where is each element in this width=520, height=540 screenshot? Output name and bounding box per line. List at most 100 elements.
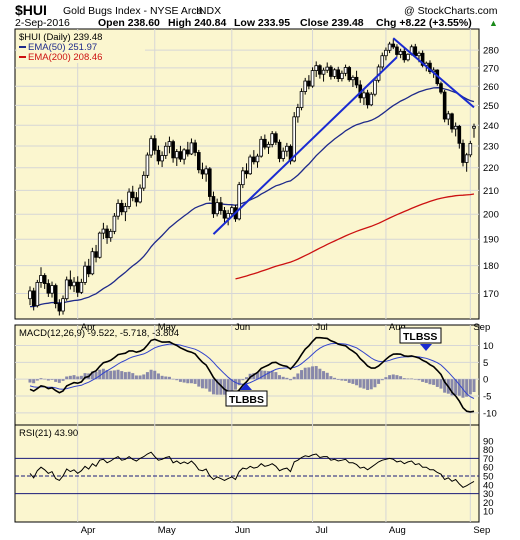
price-candle [307, 75, 311, 90]
price-candle [127, 188, 131, 210]
macd-histogram-bar [197, 379, 201, 387]
price-candle [64, 276, 69, 301]
candle-body [296, 107, 300, 118]
macd-histogram-bar [311, 366, 315, 380]
price-candle [108, 228, 113, 242]
macd-histogram-bar [226, 379, 230, 394]
price-tick-label: 200 [483, 210, 499, 221]
candle-body [193, 142, 197, 153]
macd-histogram-bar [252, 373, 256, 380]
price-candle [75, 276, 80, 297]
macd-histogram-bar [211, 379, 215, 395]
macd-histogram-bar [314, 366, 318, 380]
candle-body [167, 141, 172, 147]
macd-histogram-bar [318, 368, 322, 380]
candle-body [299, 91, 304, 108]
price-candle [453, 122, 458, 137]
candle-body [64, 279, 69, 300]
price-candle [395, 44, 399, 57]
candle-body [464, 154, 469, 163]
macd-histogram-bar [450, 379, 454, 396]
candle-body [226, 213, 230, 219]
candle-body [72, 281, 76, 287]
tlbss-text: TLBSS [403, 331, 437, 343]
price-candle [296, 103, 300, 123]
macd-histogram-bar [259, 370, 263, 380]
rsi-tick-label: 30 [483, 489, 494, 500]
rsi-tick-label: 70 [483, 454, 494, 465]
macd-histogram-bar [35, 379, 39, 381]
candle-body [362, 92, 366, 99]
macd-histogram-bar [43, 378, 47, 380]
candle-body [185, 149, 190, 155]
price-candle [156, 145, 161, 165]
macd-histogram-bar [399, 376, 403, 380]
macd-signal-line [29, 343, 475, 399]
price-tick-label: 170 [483, 289, 499, 300]
candle-body [413, 46, 418, 57]
candle-body [196, 152, 201, 171]
candle-body [402, 50, 407, 61]
macd-histogram-bar [105, 370, 109, 380]
candle-body [417, 52, 421, 57]
macd-histogram-bar [200, 379, 204, 389]
price-candle [35, 279, 40, 308]
price-candle [292, 112, 296, 163]
price-candle [281, 147, 285, 162]
rsi-tick-label: 10 [483, 507, 494, 518]
macd-layer [28, 336, 476, 413]
candle-body [332, 69, 337, 77]
price-candle [299, 88, 304, 111]
candle-body [307, 80, 311, 87]
price-candle [391, 39, 396, 50]
candle-body [130, 191, 135, 199]
price-candle [61, 295, 65, 315]
price-tick-label: 260 [483, 82, 499, 93]
price-candle [219, 196, 223, 215]
candle-body [134, 197, 139, 203]
candle-body [380, 55, 385, 68]
macd-histogram-bar [388, 375, 392, 380]
exchange-name: INDX [196, 5, 221, 17]
price-candle [208, 167, 212, 201]
price-month-label: May [158, 322, 176, 333]
macd-histogram-bar [380, 379, 384, 381]
price-candle [439, 81, 443, 95]
macd-histogram-bar [465, 379, 469, 397]
price-candle [50, 281, 54, 298]
candle-body [325, 66, 330, 71]
candle-body [252, 156, 256, 163]
price-tick-label: 280 [483, 46, 499, 57]
quote-open: Open 238.60 [98, 17, 160, 29]
macd-histogram-bar [347, 379, 351, 383]
candle-body [420, 52, 425, 66]
macd-histogram-bar [322, 371, 326, 380]
candle-body [53, 285, 58, 305]
candle-body [446, 113, 451, 120]
macd-histogram-bar [208, 379, 212, 392]
macd-histogram-bar [402, 378, 406, 380]
price-candle [347, 65, 352, 82]
macd-histogram-bar [432, 379, 436, 385]
index-name: Gold Bugs Index - NYSE Arca [63, 5, 203, 17]
macd-histogram-bar [54, 379, 58, 382]
candle-body [391, 43, 396, 48]
candle-body [395, 46, 399, 55]
price-candle [204, 165, 208, 182]
candle-body [112, 215, 117, 232]
macd-histogram-bar [355, 379, 359, 386]
candle-body [219, 202, 223, 211]
price-candle [259, 136, 263, 158]
price-candle [263, 134, 267, 150]
candle-body [248, 156, 252, 175]
candle-body [274, 133, 278, 143]
macd-histogram-bar [362, 379, 366, 389]
price-candle [472, 123, 476, 138]
candle-body [61, 298, 65, 312]
symbol-title: $HUI [15, 2, 47, 18]
price-candle [101, 222, 106, 239]
price-candle [28, 286, 32, 306]
candle-body [259, 138, 263, 157]
axis-layer: 170180190200210220230240250260270280AprA… [81, 46, 499, 536]
